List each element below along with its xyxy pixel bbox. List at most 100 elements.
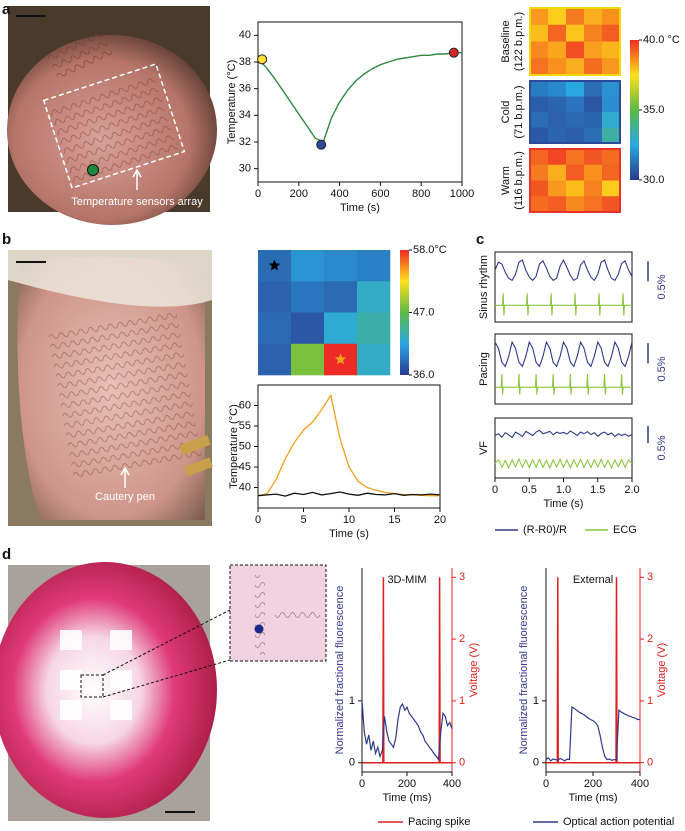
y-axis-label: Cold [500,101,512,124]
heat-cell [258,281,292,313]
heat-cell [530,81,549,97]
heat-cell [584,41,603,59]
x-tick-label: 0 [492,484,498,496]
heat-cell [602,164,621,181]
heat-cell [566,112,585,128]
x-tick-label: 0 [255,514,261,526]
series-line [361,700,453,762]
y-axis-label: VF [478,441,490,455]
y-axis-label: 0.5% [656,435,668,460]
y-tick-label: 0 [459,757,465,769]
x-axis-label: Time (s) [340,202,380,214]
heat-border [529,7,621,76]
heat-cell [566,41,585,59]
y-tick-label: 2 [647,633,653,645]
highlight-point [316,139,327,150]
y-tick-label: 0 [533,757,539,769]
legend-label: ECG [613,524,637,536]
heat-cell [602,96,621,113]
photo-b [8,250,213,526]
y-axis-label: Normalized fractional fluorescence [334,586,346,755]
x-tick-label: 0 [359,778,365,790]
heat-cell [548,180,567,197]
y-tick-label: 3 [647,571,653,583]
y-axis-label: Normalized fractional fluorescence [518,586,530,755]
series-line [495,293,632,316]
y-axis-label: Temperature (°C) [226,60,238,144]
heat-cell [258,343,292,376]
heat-cell [548,8,567,26]
x-tick-label: 400 [330,188,348,200]
heat-cell [566,81,585,97]
y-tick-label: 36 [239,83,251,95]
x-tick-label: 200 [290,188,308,200]
heat-cell [584,149,603,166]
y-tick-label: 55 [239,420,251,432]
y-tick-label: 0 [349,757,355,769]
heat-border [529,80,621,144]
x-tick-label: 10 [343,514,355,526]
legend-label: Pacing spike [408,816,470,828]
heat-cell [548,96,567,113]
heat-cell [530,58,549,76]
heat-cell [357,343,391,376]
heat-cell [584,58,603,76]
y-axis-label: (122 b.p.m.) [513,12,525,71]
y-tick-label: 2 [459,633,465,645]
heat-cell [602,41,621,59]
heat-cell [548,58,567,76]
heat-cell [566,127,585,144]
y-tick-label: 3 [459,571,465,583]
heat-cell [291,312,325,345]
y-tick-label: 1 [647,695,653,707]
x-tick-label: 400 [631,778,649,790]
series-line [494,429,633,439]
x-tick-label: 15 [388,514,400,526]
heat-cell [530,196,549,213]
legend-label: (R-R0)/R [523,524,567,536]
plot-frame [494,251,633,323]
y-axis-label: Baseline [500,20,512,62]
panel-label: b [2,231,11,248]
photo-d [0,562,327,821]
heat-cell [258,312,292,345]
x-tick-label: 0.5 [522,484,537,496]
heat-cell [357,312,391,345]
x-tick-label: 20 [434,514,446,526]
colorbar-label: 30.0 [643,174,664,186]
panel-label: a [2,1,11,18]
heat-cell [602,24,621,42]
heat-cell [584,81,603,97]
series-line [494,258,633,282]
heat-cell [324,250,358,282]
heat-cell [548,112,567,128]
heat-cell [602,127,621,144]
y-tick-label: 50 [239,440,251,452]
chart-title: External [573,574,613,586]
y-axis-label: 0.5% [656,274,668,299]
plot-frame [494,333,633,405]
heat-cell [530,164,549,181]
y-tick-label: 0 [647,757,653,769]
heat-cell [566,58,585,76]
colorbar-label: 40.0 °C [643,34,680,46]
x-tick-label: 200 [398,778,416,790]
heat-cell [324,281,358,313]
x-axis-label: Time (s) [544,498,584,510]
series-line [545,706,640,762]
heat-cell [584,8,603,26]
photo-annotation: Cautery pen [95,491,155,503]
panel-label: c [476,231,484,248]
series-line [257,393,440,497]
heat-cell [566,180,585,197]
y-axis-label: Temperature (°C) [228,404,240,488]
heat-cell [602,196,621,213]
heat-cell [530,24,549,42]
heat-cell [291,343,325,376]
y-tick-label: 40 [239,481,251,493]
heat-cell [602,149,621,166]
series-line [546,577,640,764]
series-line [494,457,633,470]
